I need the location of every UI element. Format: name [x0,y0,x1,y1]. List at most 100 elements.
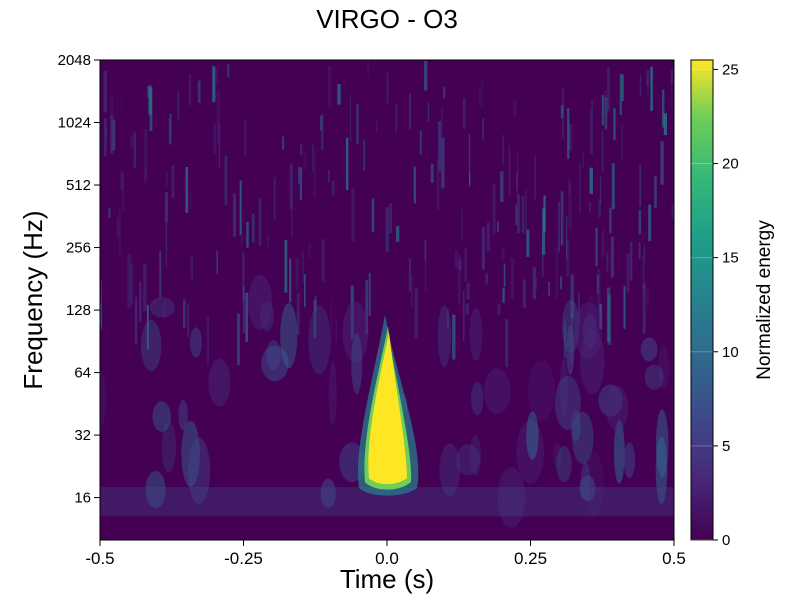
y-tick-label: 16 [74,490,91,507]
noise-streak [560,191,564,246]
noise-streak [314,296,317,312]
colorbar-tick-label: 20 [722,156,739,173]
noise-streak [189,191,192,210]
x-axis-label: Time (s) [340,564,434,594]
noise-streak [134,296,138,345]
noise-blob [483,368,511,415]
noise-streak [166,172,168,186]
noise-blob [584,451,604,517]
noise-streak [568,123,572,151]
noise-streak [413,166,416,204]
noise-streak [513,100,517,117]
noise-streak [442,86,446,99]
colorbar-tick-label: 5 [722,438,730,455]
noise-blob [471,382,484,416]
noise-streak [670,79,673,109]
noise-blob [580,462,591,499]
noise-streak [427,102,430,123]
noise-blob [606,385,629,432]
noise-streak [321,114,324,151]
noise-blob [181,420,200,488]
noise-blob [161,421,177,473]
noise-streak [108,207,111,218]
colorbar: 0 5 10 15 20 25 Normalized energy [690,59,775,549]
noise-streak [244,118,247,157]
noise-streak [104,118,107,157]
noise-blob [351,333,363,395]
y-tick-label: 1024 [58,115,91,132]
noise-blob [308,305,331,375]
noise-streak [486,222,490,252]
noise-streak [144,129,148,182]
noise-streak [458,259,462,271]
noise-blob [280,302,298,369]
noise-streak [647,79,649,98]
noise-streak [534,276,537,290]
noise-streak [510,258,515,299]
noise-streak [642,254,645,290]
noise-blob [580,328,605,395]
noise-streak [501,247,505,260]
noise-streak [591,100,594,155]
noise-blob [574,302,603,359]
noise-streak [187,304,189,338]
noise-streak [363,139,366,171]
noise-streak [289,258,292,303]
noise-blob [149,297,175,318]
noise-streak [177,90,179,120]
noise-streak [350,94,352,142]
noise-streak [463,290,465,342]
noise-streak [241,233,243,248]
noise-streak [290,200,293,238]
noise-streak [395,103,398,132]
noise-streak [337,84,341,105]
noise-streak [436,159,440,210]
colorbar-tick-label: 15 [722,250,739,267]
noise-streak [159,250,162,298]
noise-streak [560,105,564,119]
noise-streak [165,222,167,267]
noise-streak [503,263,506,288]
noise-streak [441,137,445,189]
noise-streak [298,166,300,185]
noise-streak [452,314,456,360]
noise-blob [469,307,483,362]
noise-streak [500,171,504,203]
noise-streak [216,250,218,274]
y-tick-label: 2048 [58,52,91,69]
noise-streak [629,241,633,281]
noise-streak [548,281,550,296]
noise-streak [559,276,563,289]
noise-streak [365,279,369,334]
noise-blob [437,304,452,368]
noise-streak [604,97,608,130]
noise-streak [485,273,489,284]
noise-streak [619,73,622,116]
noise-streak [558,202,560,252]
noise-streak [654,176,657,208]
noise-streak [671,69,673,85]
colorbar-tick-label: 0 [722,532,730,549]
noise-blob [248,274,273,331]
colorbar-tick-label: 10 [722,344,739,361]
chart-title: VIRGO - O3 [316,4,458,34]
noise-streak [351,188,355,242]
noise-streak [621,74,624,101]
noise-blob [100,371,107,428]
noise-streak [419,130,422,155]
noise-streak [643,244,646,263]
noise-streak [481,77,483,109]
noise-streak [386,72,389,104]
noise-blob [187,437,211,504]
x-axis-ticks: -0.5 -0.25 0.0 0.25 0.5 [85,540,686,568]
noise-streak [168,118,172,145]
noise-streak [284,240,288,293]
noise-blob [566,324,575,376]
colorbar-ticks: 0 5 10 15 20 25 [691,61,739,549]
noise-streak [438,121,442,172]
noise-streak [246,221,249,248]
y-axis-label: Frequency (Hz) [18,210,48,389]
noise-blob [582,313,597,349]
noise-streak [611,163,615,210]
